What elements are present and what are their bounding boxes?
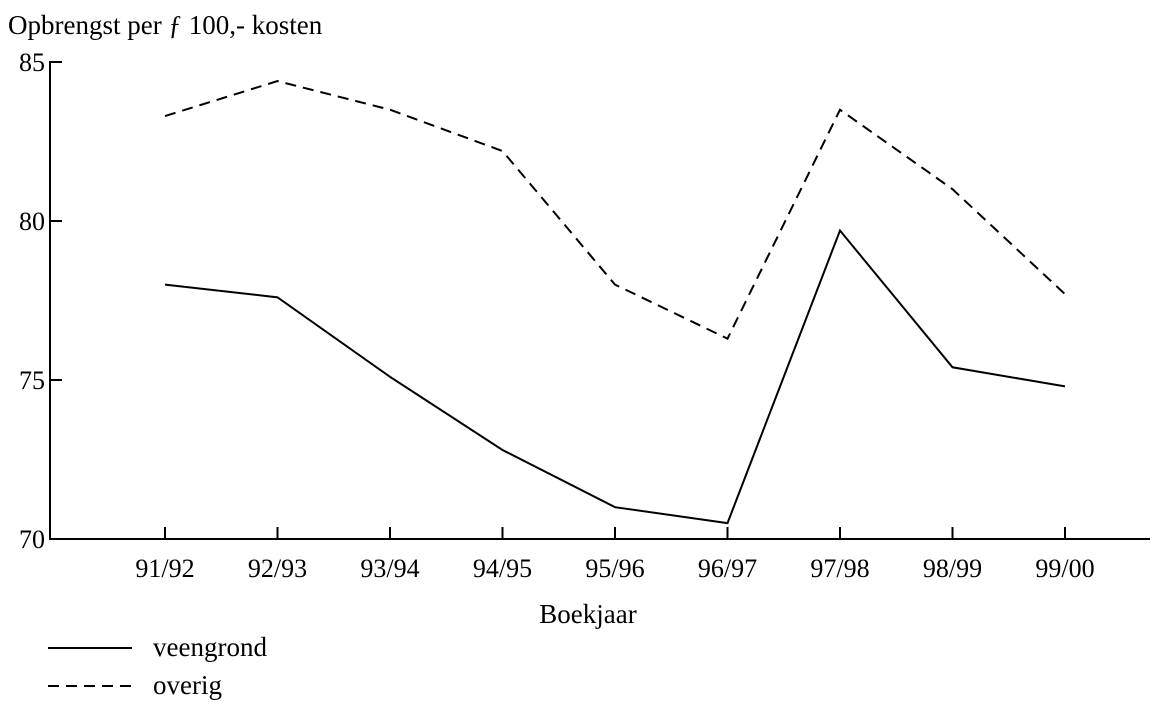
x-tick-label: 98/99: [923, 554, 982, 583]
series-group: [164, 80, 1066, 525]
legend-label-veengrond: veengrond: [153, 632, 267, 662]
x-tick-label: 93/94: [360, 554, 419, 583]
x-tick-label: 94/95: [473, 554, 532, 583]
x-ticks: 91/92 92/93 93/94 94/95 95/96 96/97 97/98 98/99…: [135, 527, 1095, 583]
legend: veengrond overig: [48, 632, 267, 700]
series-line-veengrond: [164, 228, 1066, 525]
x-tick-label: 91/92: [135, 554, 194, 583]
y-tick-label: 70: [19, 525, 45, 554]
x-tick-label: 96/97: [698, 554, 757, 583]
x-axis-label: Boekjaar: [539, 599, 636, 629]
y-tick-label: 85: [19, 48, 45, 77]
series-line-overig: [164, 80, 1066, 340]
legend-label-overig: overig: [153, 670, 222, 700]
y-tick-label: 80: [19, 207, 45, 236]
y-ticks: 70 75 80 85: [19, 48, 62, 554]
y-tick-label: 75: [19, 366, 45, 395]
x-tick-label: 92/93: [248, 554, 307, 583]
x-tick-label: 99/00: [1035, 554, 1094, 583]
x-tick-label: 95/96: [585, 554, 644, 583]
x-tick-label: 97/98: [810, 554, 869, 583]
y-axis-label: Opbrengst per ƒ 100,- kosten: [8, 10, 323, 40]
